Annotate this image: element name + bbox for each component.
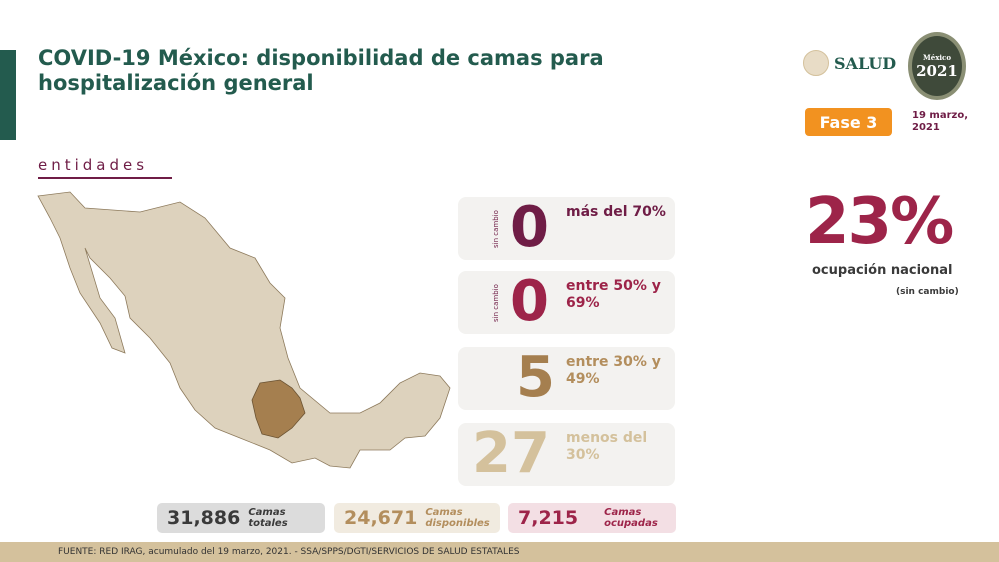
phase-badge: Fase 3 [805, 108, 892, 136]
occupied-beds: 7,215 Camas ocupadas [508, 503, 676, 533]
mexico-map [37, 191, 451, 469]
available-beds: 24,671 Camas disponibles [334, 503, 500, 533]
salud-logo: SALUD [803, 50, 896, 76]
category-card-over-70: sin cambio 0 más del 70% [458, 195, 675, 260]
map-country [37, 191, 451, 469]
category-card-30-49: 5 entre 30% y 49% [458, 345, 675, 410]
report-date: 19 marzo, 2021 [912, 110, 968, 133]
page-title: COVID-19 México: disponibilidad de camas… [38, 46, 604, 95]
accent-bar [0, 50, 16, 140]
section-subtitle: entidades [38, 156, 172, 179]
mexico-2021-emblem: México 2021 [908, 32, 966, 100]
total-beds: 31,886 Camas totales [157, 503, 325, 533]
category-card-50-69: sin cambio 0 entre 50% y 69% [458, 269, 675, 334]
national-occupancy-value: 23% [805, 185, 954, 259]
source-footer: FUENTE: RED IRAG, acumulado del 19 marzo… [0, 542, 999, 562]
map-highlight-states [251, 379, 306, 439]
national-occupancy-change: (sin cambio) [896, 287, 959, 297]
category-card-under-30: 27 menos del 30% [458, 421, 675, 486]
national-occupancy-label: ocupación nacional [812, 263, 953, 278]
seal-icon [803, 50, 829, 76]
